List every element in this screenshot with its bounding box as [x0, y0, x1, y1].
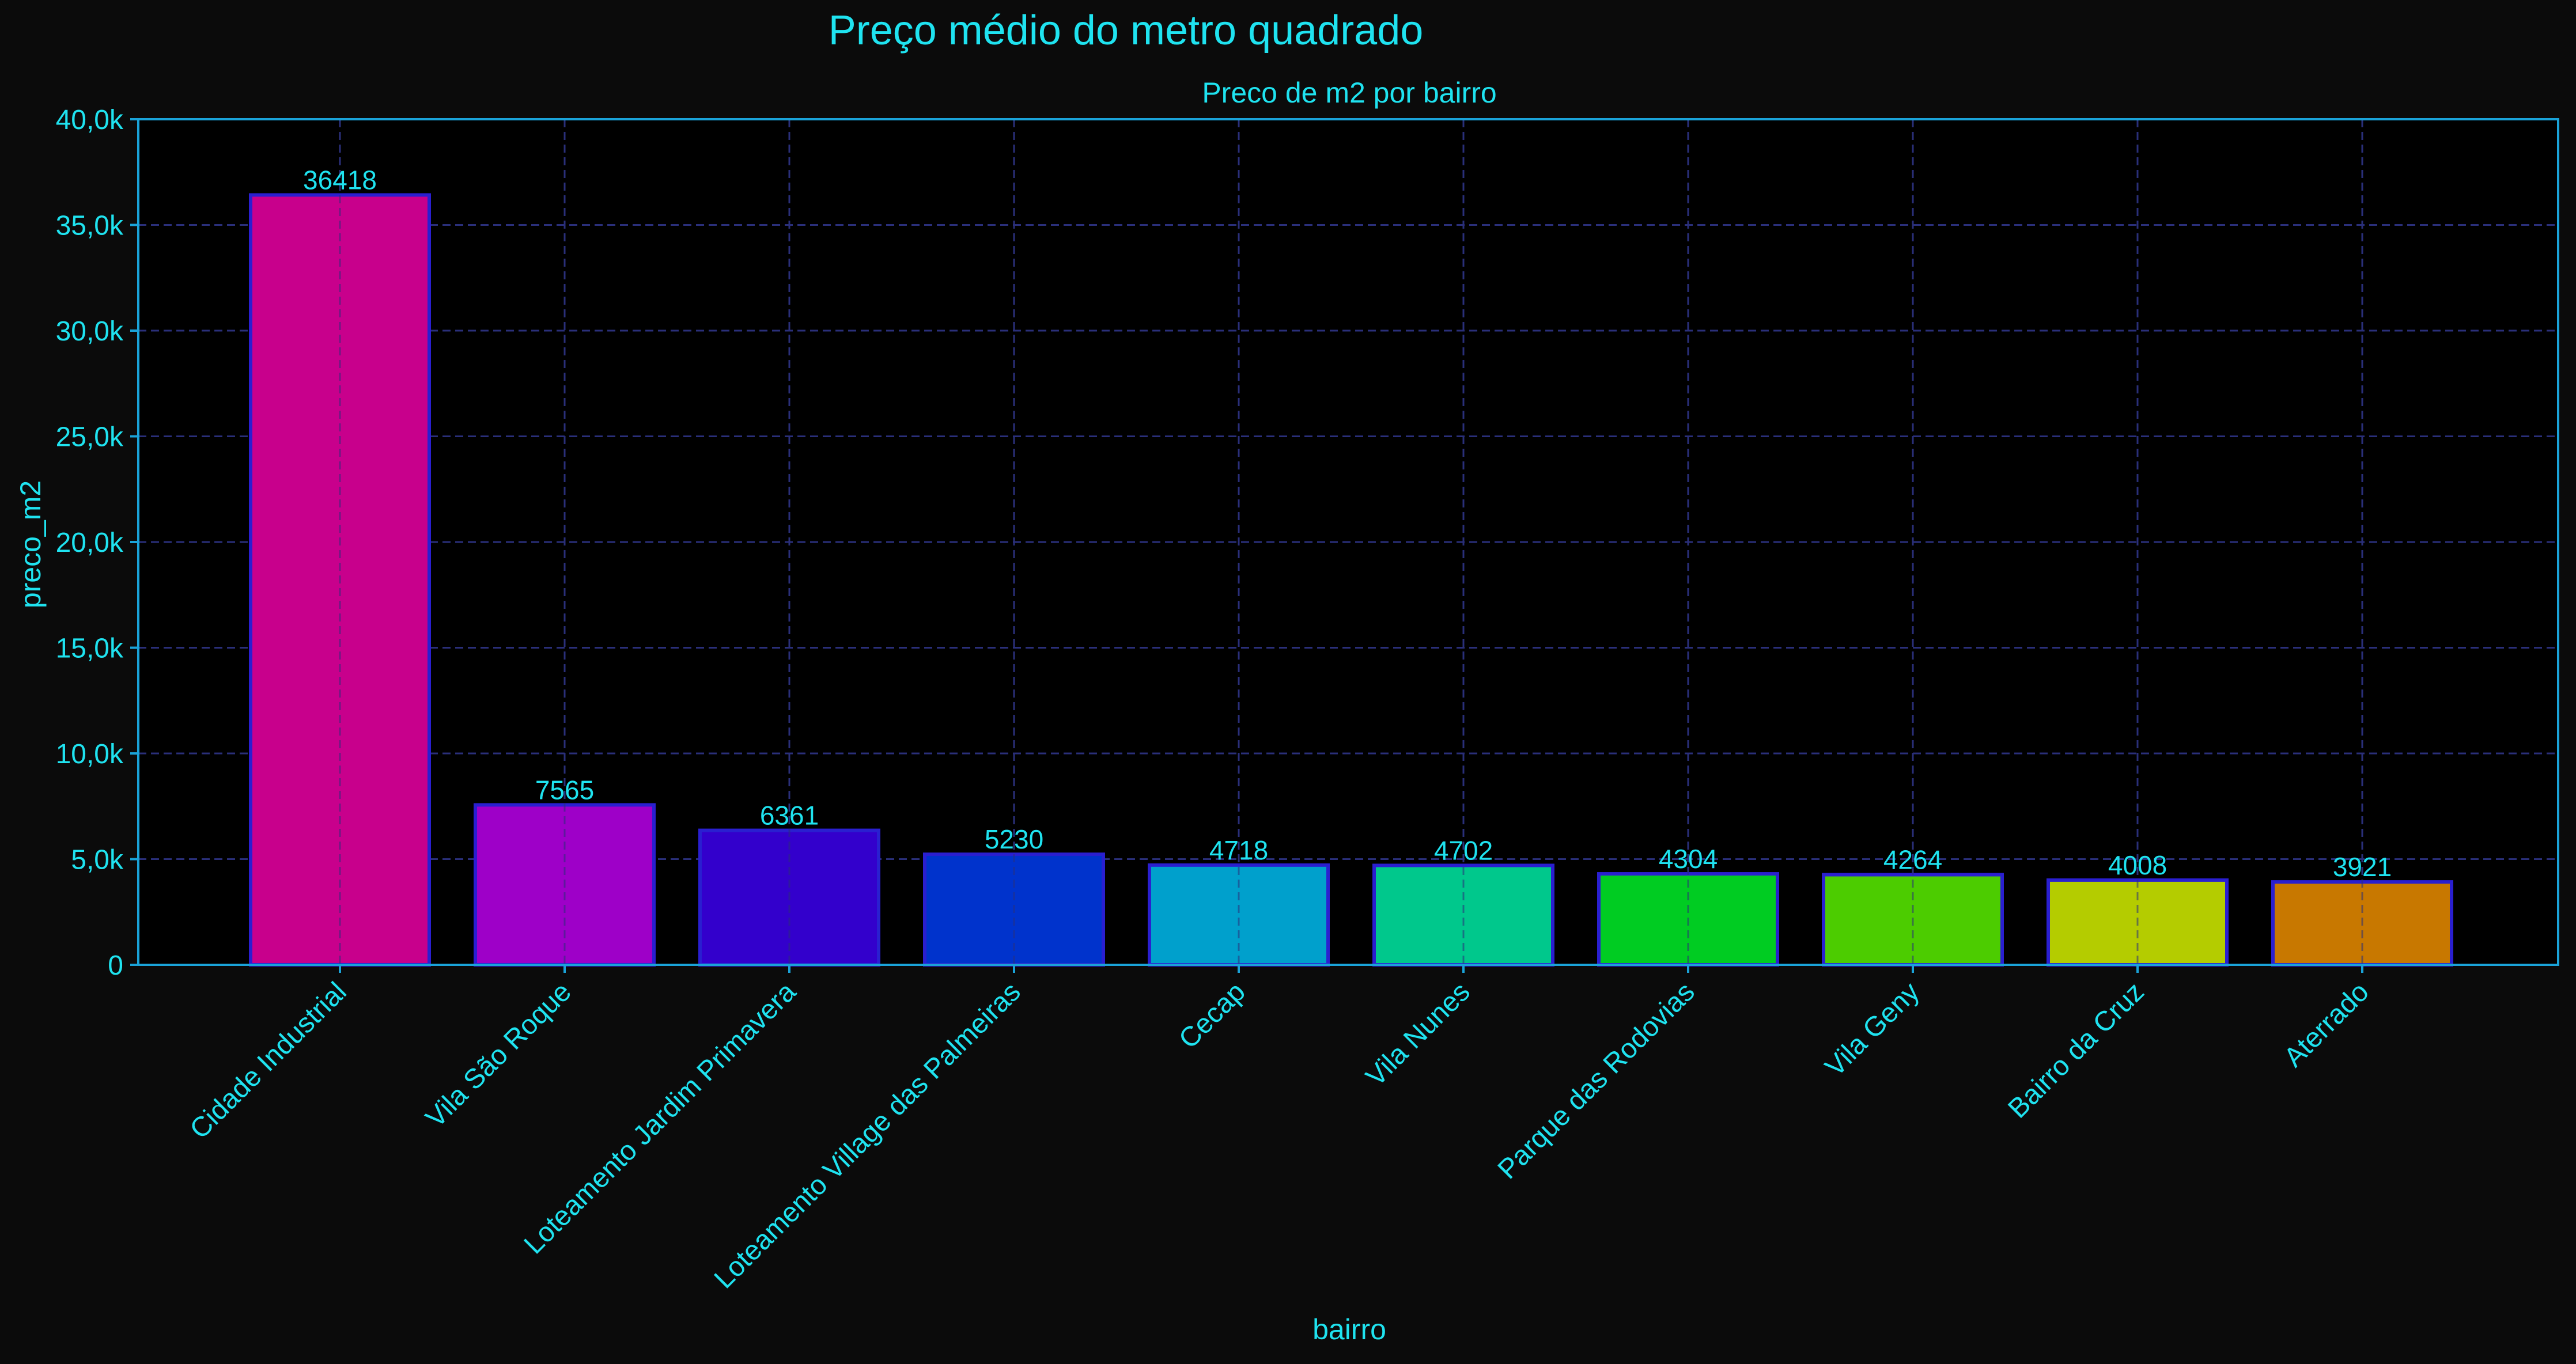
- y-tick-label: 5,0k: [71, 845, 124, 876]
- y-axis-ticks: 0 5,0k 10,0k 15,0k 20,0k 25,0k 30,0k 35,0k 40,0k: [56, 105, 138, 981]
- y-tick-label: 10,0k: [56, 739, 124, 770]
- y-tick-label: 25,0k: [56, 422, 124, 453]
- y-tick-label: 0: [108, 950, 123, 981]
- x-axis-label: bairro: [1312, 1313, 1386, 1346]
- data-label-6: 4304: [1659, 844, 1718, 874]
- y-tick-label: 35,0k: [56, 211, 124, 241]
- data-label-3: 5230: [985, 824, 1043, 854]
- y-tick-label: 30,0k: [56, 316, 124, 347]
- data-label-5: 4702: [1434, 835, 1493, 865]
- data-label-9: 3921: [2333, 852, 2392, 882]
- y-tick-label: 20,0k: [56, 528, 124, 558]
- data-label-0: 36418: [303, 165, 377, 195]
- plot-area: 36418 7565 6361 5230 4718 4702 4304 4264 4008 392…: [56, 105, 2559, 1294]
- data-label-7: 4264: [1883, 845, 1942, 875]
- y-tick-label: 40,0k: [56, 105, 124, 135]
- data-label-8: 4008: [2108, 850, 2167, 880]
- y-axis-label: preco_m2: [14, 480, 47, 608]
- data-labels: 36418 7565 6361 5230 4718 4702 4304 4264 4008 392…: [303, 165, 2392, 882]
- data-label-2: 6361: [760, 801, 819, 831]
- data-label-1: 7565: [535, 775, 594, 805]
- chart-suptitle: Preço médio do metro quadrado: [829, 7, 1424, 54]
- data-label-4: 4718: [1209, 835, 1268, 865]
- chart-title: Preco de m2 por bairro: [1202, 77, 1496, 109]
- x-gridlines-overlay: [339, 119, 2363, 965]
- y-tick-label: 15,0k: [56, 634, 124, 664]
